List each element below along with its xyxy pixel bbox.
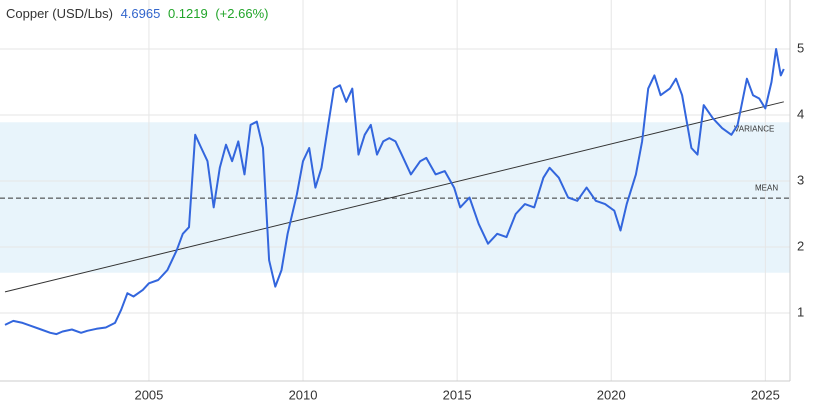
x-tick-label: 2025 [751, 387, 780, 402]
x-tick-label: 2005 [134, 387, 163, 402]
y-tick-label: 4 [797, 106, 804, 121]
variance-label: VARIANCE [734, 124, 774, 133]
change-pct: (+2.66%) [215, 6, 269, 21]
mean-label: MEAN [755, 183, 778, 192]
y-tick-label: 5 [797, 40, 804, 55]
header: Copper (USD/Lbs) 4.6965 0.1219 (+2.66%) [6, 6, 272, 21]
x-tick-label: 2020 [597, 387, 626, 402]
y-tick-label: 2 [797, 238, 804, 253]
price-line [4, 48, 785, 336]
change: 0.1219 [167, 6, 208, 21]
x-tick-label: 2015 [443, 387, 472, 402]
variance-band [0, 122, 790, 273]
x-tick-label: 2010 [289, 387, 318, 402]
price: 4.6965 [120, 6, 161, 21]
y-tick-label: 3 [797, 172, 804, 187]
instrument-name: Copper (USD/Lbs) [6, 6, 113, 21]
y-tick-label: 1 [797, 304, 804, 319]
trend-line [4, 101, 784, 293]
